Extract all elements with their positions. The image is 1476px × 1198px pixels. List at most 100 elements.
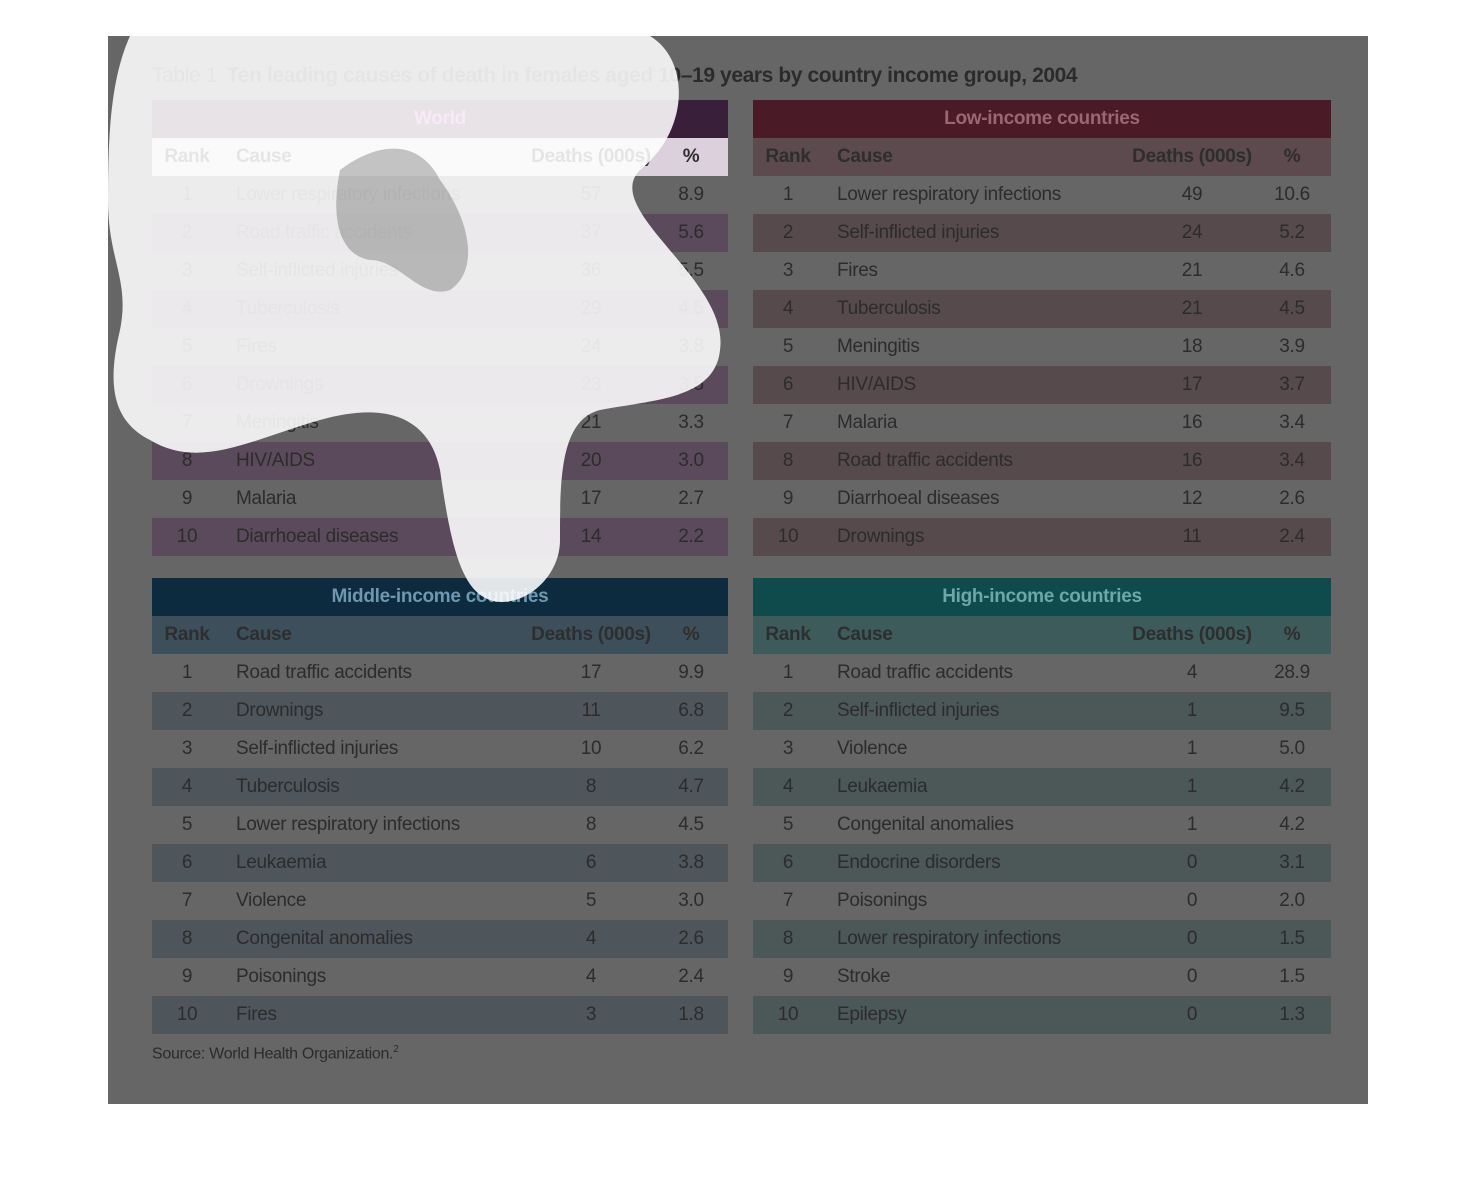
cell-deaths: 0 xyxy=(1186,1004,1198,1025)
cell-rank: 8 xyxy=(782,450,794,471)
cell-rank: 9 xyxy=(181,488,193,509)
cell-deaths: 17 xyxy=(1181,374,1203,395)
cell-cause: Road traffic accidents xyxy=(837,450,1013,471)
cell-cause: Tuberculosis xyxy=(236,298,340,319)
cell-percent: 3.0 xyxy=(678,450,704,471)
table-row: 6 Leukaemia 6 3.8 xyxy=(152,844,728,882)
table-row: 3 Violence 1 5.0 xyxy=(753,730,1331,768)
cell-deaths: 4 xyxy=(585,928,597,949)
cell-rank: 2 xyxy=(181,222,193,243)
cell-rank: 8 xyxy=(181,450,193,471)
table-row: 8 Congenital anomalies 4 2.6 xyxy=(152,920,728,958)
cell-deaths: 1 xyxy=(1186,738,1198,759)
cell-deaths: 0 xyxy=(1186,928,1198,949)
cell-percent: 5.0 xyxy=(1279,738,1305,759)
table-row: 3 Fires 21 4.6 xyxy=(753,252,1331,290)
cell-rank: 1 xyxy=(782,662,794,683)
cell-cause: Malaria xyxy=(236,488,297,509)
table-heading: World xyxy=(152,100,728,138)
cell-percent: 2.2 xyxy=(678,526,704,547)
column-header-percent: % xyxy=(1283,624,1301,645)
table-row: 5 Fires 24 3.8 xyxy=(152,328,728,366)
cell-cause: Lower respiratory infections xyxy=(236,184,460,205)
column-header-percent: % xyxy=(1283,146,1301,167)
cell-cause: Self-inflicted injuries xyxy=(837,700,1000,721)
cell-percent: 5.5 xyxy=(678,260,704,281)
table-row: 1 Lower respiratory infections 57 8.9 xyxy=(152,176,728,214)
cell-percent: 4.5 xyxy=(678,814,704,835)
cell-rank: 1 xyxy=(181,184,193,205)
table-row: 10 Drownings 11 2.4 xyxy=(753,518,1331,556)
cell-deaths: 10 xyxy=(580,738,602,759)
cell-rank: 4 xyxy=(782,298,794,319)
cell-percent: 4.2 xyxy=(1279,776,1305,797)
cell-deaths: 5 xyxy=(585,890,597,911)
cell-cause: Malaria xyxy=(837,412,898,433)
high-income-table: High-income countries Rank Cause Deaths (00… xyxy=(753,578,1331,1034)
cell-cause: Fires xyxy=(837,260,878,281)
cell-deaths: 1 xyxy=(1186,700,1198,721)
column-header-cause: Cause xyxy=(236,146,292,167)
cell-rank: 5 xyxy=(782,336,794,357)
table-row: 10 Epilepsy 0 1.3 xyxy=(753,996,1331,1034)
table-row: 7 Poisonings 0 2.0 xyxy=(753,882,1331,920)
cell-percent: 9.5 xyxy=(1279,700,1305,721)
cell-deaths: 37 xyxy=(580,222,602,243)
column-header-deaths: Deaths (000s) xyxy=(1132,624,1252,645)
cell-rank: 8 xyxy=(782,928,794,949)
column-header-cause: Cause xyxy=(236,624,292,645)
cell-percent: 6.2 xyxy=(678,738,704,759)
cell-cause: Violence xyxy=(837,738,908,759)
table-row: 5 Meningitis 18 3.9 xyxy=(753,328,1331,366)
cell-cause: Self-inflicted injuries xyxy=(837,222,1000,243)
cell-deaths: 21 xyxy=(1181,298,1203,319)
cell-rank: 10 xyxy=(777,526,799,547)
column-header-rank: Rank xyxy=(765,146,811,167)
cell-percent: 4.5 xyxy=(678,298,704,319)
table-row: 4 Tuberculosis 29 4.5 xyxy=(152,290,728,328)
source-text: Source: World Health Organization. xyxy=(152,1045,394,1063)
cell-rank: 3 xyxy=(181,260,193,281)
cell-percent: 3.4 xyxy=(1279,412,1305,433)
cell-cause: Lower respiratory infections xyxy=(837,184,1061,205)
table-row: 10 Diarrhoeal diseases 14 2.2 xyxy=(152,518,728,556)
cell-cause: Endocrine disorders xyxy=(837,852,1001,873)
table-heading: High-income countries xyxy=(753,578,1331,616)
cell-rank: 4 xyxy=(782,776,794,797)
cell-deaths: 24 xyxy=(1181,222,1203,243)
table-row: 2 Self-inflicted injuries 24 5.2 xyxy=(753,214,1331,252)
cell-cause: Poisonings xyxy=(837,890,927,911)
column-header-rank: Rank xyxy=(164,146,210,167)
cell-cause: Tuberculosis xyxy=(837,298,941,319)
cell-deaths: 8 xyxy=(585,814,597,835)
cell-cause: Diarrhoeal diseases xyxy=(236,526,399,547)
cell-deaths: 21 xyxy=(580,412,602,433)
cell-deaths: 57 xyxy=(580,184,602,205)
cell-rank: 7 xyxy=(181,890,193,911)
cell-percent: 8.9 xyxy=(678,184,704,205)
table-row: 4 Leukaemia 1 4.2 xyxy=(753,768,1331,806)
column-header-percent: % xyxy=(682,624,700,645)
low-income-table: Low-income countries Rank Cause Deaths (000… xyxy=(753,100,1331,556)
cell-percent: 2.4 xyxy=(1279,526,1305,547)
table-row: 1 Road traffic accidents 17 9.9 xyxy=(152,654,728,692)
cell-percent: 4.2 xyxy=(1279,814,1305,835)
cell-deaths: 23 xyxy=(580,374,602,395)
table-row: 2 Self-inflicted injuries 1 9.5 xyxy=(753,692,1331,730)
cell-cause: Lower respiratory infections xyxy=(837,928,1061,949)
cell-rank: 5 xyxy=(782,814,794,835)
cell-rank: 3 xyxy=(782,260,794,281)
table-row: 6 Endocrine disorders 0 3.1 xyxy=(753,844,1331,882)
table-row: 8 HIV/AIDS 20 3.0 xyxy=(152,442,728,480)
cell-percent: 3.8 xyxy=(678,852,704,873)
cell-cause: Self-inflicted injuries xyxy=(236,738,399,759)
table-row: 6 Drownings 23 3.5 xyxy=(152,366,728,404)
cell-cause: Violence xyxy=(236,890,307,911)
cell-deaths: 16 xyxy=(1181,450,1203,471)
cell-rank: 6 xyxy=(782,852,794,873)
table-row: 7 Meningitis 21 3.3 xyxy=(152,404,728,442)
cell-deaths: 0 xyxy=(1186,966,1198,987)
cell-rank: 6 xyxy=(782,374,794,395)
cell-cause: Leukaemia xyxy=(837,776,928,797)
cell-deaths: 20 xyxy=(580,450,602,471)
